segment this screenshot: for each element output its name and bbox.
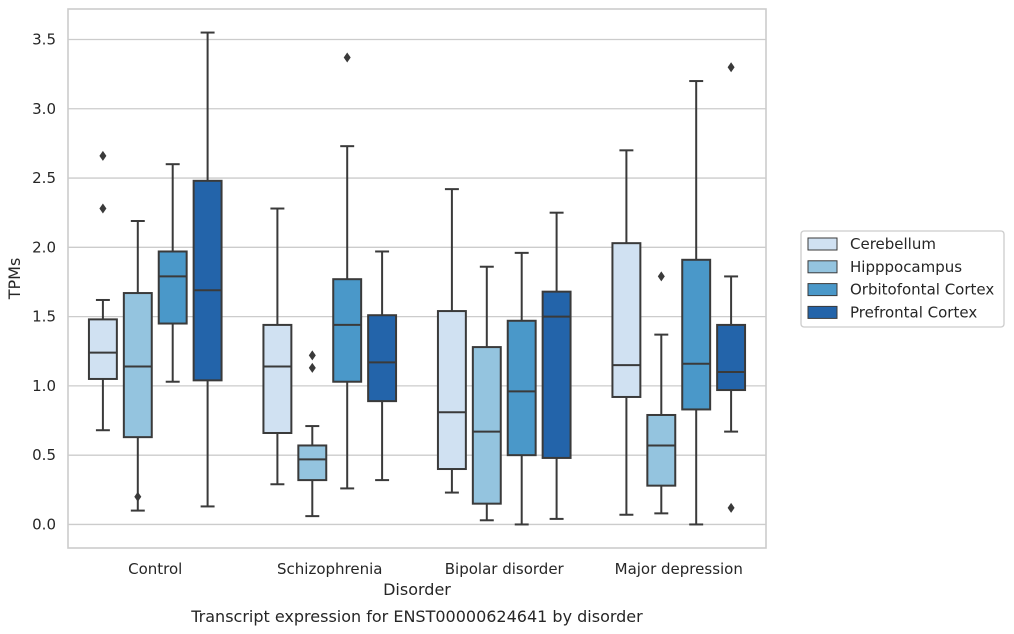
x-tick-label: Control (128, 560, 182, 578)
box-hipppocampus (297, 350, 328, 518)
plot-area-frame (67, 8, 767, 549)
x-tick-label: Major depression (615, 560, 743, 578)
y-tick-label: 2.0 (32, 238, 56, 256)
outlier-point (727, 62, 735, 73)
box-body (297, 444, 328, 482)
legend-swatch (807, 305, 838, 319)
box-body (611, 242, 642, 398)
x-axis-label: Disorder (383, 580, 451, 599)
y-tick-label: 1.0 (32, 377, 56, 395)
y-tick-label: 0.5 (32, 446, 56, 464)
box-prefrontal-cortex (716, 62, 747, 513)
box-orbitofontal-cortex (157, 163, 188, 383)
box-cerebellum (262, 207, 293, 486)
box-plots (87, 31, 747, 526)
box-cerebellum (87, 150, 118, 432)
y-axis-label: TPMs (5, 258, 24, 301)
box-body (646, 413, 677, 487)
legend-swatch (807, 260, 838, 274)
box-body (716, 323, 747, 392)
box-orbitofontal-cortex (681, 80, 712, 526)
box-body (192, 179, 223, 382)
legend-label: Cerebellum (850, 235, 936, 253)
box-prefrontal-cortex (367, 250, 398, 482)
box-body (471, 346, 502, 505)
x-tick-labels: Control Schizophrenia Bipolar disorder Majo… (128, 560, 743, 578)
box-prefrontal-cortex (541, 211, 572, 520)
box-hipppocampus (122, 219, 153, 512)
y-tick-label: 0.0 (32, 515, 56, 533)
box-body (506, 319, 537, 457)
outlier-point (134, 491, 142, 502)
chart-caption: Transcript expression for ENST0000062464… (190, 607, 643, 626)
box-body (157, 250, 188, 325)
y-tick-label: 3.5 (32, 30, 56, 48)
legend-label: Orbitofontal Cortex (850, 281, 994, 299)
legend-frame (800, 230, 1005, 328)
legend-label: Prefrontal Cortex (850, 303, 977, 321)
legend-label: Hipppocampus (850, 258, 962, 276)
outlier-point (343, 52, 351, 63)
y-tick-labels: 0.0 0.5 1.0 1.5 2.0 2.5 3.0 3.5 (32, 30, 56, 533)
box-cerebellum (436, 188, 467, 494)
legend: Cerebellum Hipppocampus Orbitofontal Corte… (800, 230, 1005, 328)
box-body (367, 314, 398, 403)
x-tick-label: Bipolar disorder (445, 560, 565, 578)
box-body (122, 292, 153, 439)
box-orbitofontal-cortex (506, 251, 537, 526)
box-body (436, 310, 467, 471)
outlier-point (308, 362, 316, 373)
outlier-point (99, 150, 107, 161)
box-cerebellum (611, 149, 642, 516)
box-body (332, 278, 363, 383)
box-body (87, 318, 118, 380)
outlier-point (727, 502, 735, 513)
box-body (541, 290, 572, 459)
box-body (262, 323, 293, 434)
box-hipppocampus (471, 265, 502, 522)
outlier-point (99, 203, 107, 214)
legend-swatch (807, 283, 838, 297)
y-tick-label: 2.5 (32, 169, 56, 187)
box-prefrontal-cortex (192, 31, 223, 508)
y-tick-label: 3.0 (32, 100, 56, 118)
box-hipppocampus (646, 271, 677, 515)
outlier-point (657, 271, 665, 282)
y-tick-label: 1.5 (32, 308, 56, 326)
box-orbitofontal-cortex (332, 52, 363, 490)
x-tick-label: Schizophrenia (277, 560, 382, 578)
outlier-point (308, 350, 316, 361)
box-body (681, 258, 712, 411)
legend-swatch (807, 237, 838, 251)
